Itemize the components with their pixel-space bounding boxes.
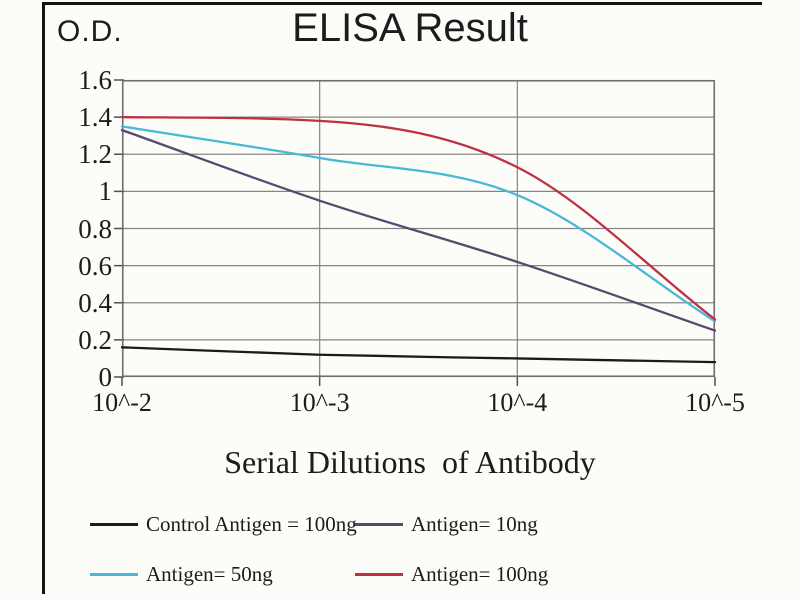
plot-area xyxy=(114,79,717,386)
legend-label: Antigen= 50ng xyxy=(146,562,273,586)
legend-line-swatch xyxy=(355,573,403,576)
x-tick-label: 10^-3 xyxy=(289,388,350,417)
y-axis-unit-label: O.D. xyxy=(57,15,123,48)
y-tick-label: 1.4 xyxy=(78,102,112,133)
x-tick-label: 10^-2 xyxy=(92,388,152,417)
series-line xyxy=(120,346,717,364)
legend-label: Control Antigen = 100ng xyxy=(146,512,357,536)
chart-outer-border xyxy=(42,2,762,594)
y-tick-label: 0.6 xyxy=(78,250,112,281)
x-axis-title: Serial Dilutions of Antibody xyxy=(224,444,596,480)
y-tick-label: 0.2 xyxy=(78,324,112,355)
legend-label: Antigen= 100ng xyxy=(411,562,549,586)
legend-line-swatch xyxy=(90,523,138,526)
x-tick-label: 10^-5 xyxy=(685,388,745,417)
series-line xyxy=(120,115,717,321)
series-line xyxy=(120,125,717,323)
chart-title: ELISA Result xyxy=(292,6,528,50)
legend-line-swatch xyxy=(355,523,403,526)
legend-line-swatch xyxy=(90,573,138,576)
y-tick-label: 0.8 xyxy=(78,213,112,244)
y-tick-label: 0 xyxy=(98,362,113,392)
y-tick-label: 1.6 xyxy=(78,65,112,95)
x-tick-label: 10^-4 xyxy=(487,388,548,417)
legend-label: Antigen= 10ng xyxy=(411,512,538,536)
plot-frame xyxy=(121,79,716,378)
y-tick-label: 0.4 xyxy=(78,287,112,318)
y-tick-label: 1.2 xyxy=(78,139,112,170)
series-line xyxy=(120,128,717,332)
y-tick-label: 1 xyxy=(98,176,113,207)
